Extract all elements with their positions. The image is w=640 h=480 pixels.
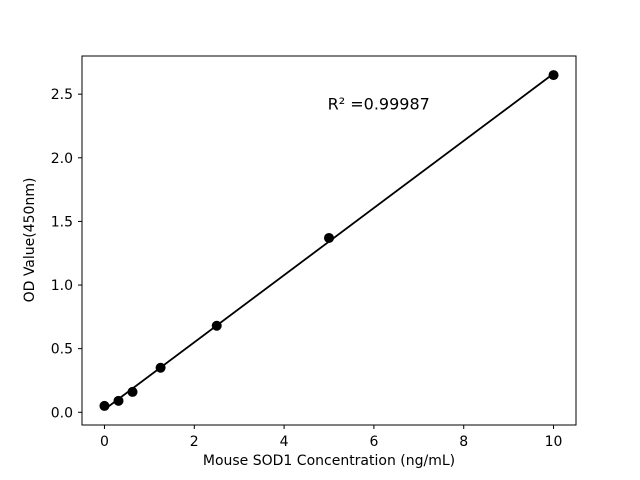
x-tick-label: 2 xyxy=(190,434,199,450)
r-squared-annotation: R² =0.99987 xyxy=(327,94,430,114)
x-tick-label: 4 xyxy=(280,434,289,450)
plot-border xyxy=(81,55,577,426)
y-tick-label: 1.5 xyxy=(51,214,73,230)
x-tick-label: 6 xyxy=(369,434,378,450)
y-tick-label: 1.0 xyxy=(51,278,73,294)
y-tick-label: 2.0 xyxy=(51,151,73,167)
x-tick-label: 10 xyxy=(545,434,563,450)
data-point xyxy=(548,70,559,81)
data-point xyxy=(127,386,138,397)
data-point xyxy=(155,362,166,373)
data-point xyxy=(113,395,124,406)
data-point xyxy=(211,320,222,331)
x-tick-label: 8 xyxy=(459,434,468,450)
y-tick-label: 0.5 xyxy=(51,342,73,358)
data-point xyxy=(99,400,110,411)
y-axis-label: OD Value(450nm) xyxy=(22,177,38,303)
y-tick-label: 0.0 xyxy=(51,405,73,421)
x-tick-label: 0 xyxy=(100,434,109,450)
y-tick-label: 2.5 xyxy=(51,87,73,103)
x-axis-label: Mouse SOD1 Concentration (ng/mL) xyxy=(202,453,456,469)
data-point xyxy=(324,232,334,243)
